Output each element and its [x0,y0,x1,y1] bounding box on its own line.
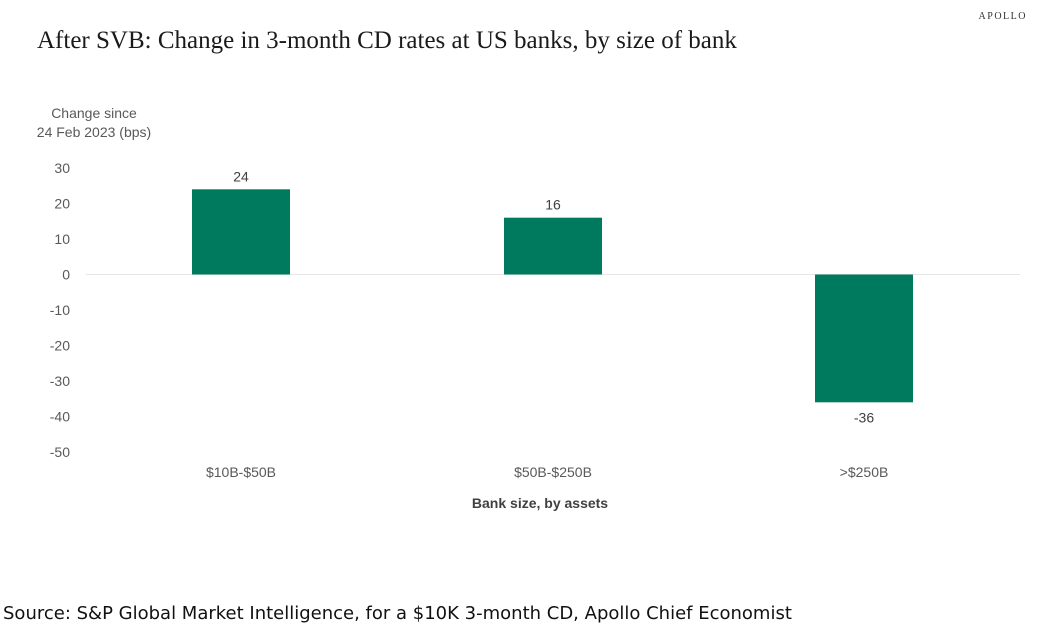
y-tick-label: -40 [50,409,70,425]
bar-1 [192,189,290,275]
data-label-3: -36 [854,409,874,425]
brand-logo: APOLLO [978,11,1027,22]
y-tick-label: 10 [54,231,70,247]
y-tick-label: 30 [54,160,70,176]
y-tick-label: -30 [50,373,70,389]
data-label-1: 24 [233,168,249,184]
data-labels-group: 24 16 -36 [233,168,874,425]
x-tick-label-3: >$250B [840,464,889,480]
y-tick-label: -50 [50,444,70,460]
bar-chart: Change since 24 Feb 2023 (bps) 30 20 10 0 -1… [37,105,1020,511]
x-tick-label-2: $50B-$250B [514,464,592,480]
x-axis-ticks: $10B-$50B $50B-$250B >$250B [206,464,888,480]
x-axis-label: Bank size, by assets [472,495,608,511]
y-axis-label-line1: Change since [51,105,137,121]
chart-title: After SVB: Change in 3-month CD rates at… [37,27,737,54]
bars-group [192,189,913,403]
y-axis-label-line2: 24 Feb 2023 (bps) [37,124,151,140]
y-tick-label: -20 [50,338,70,354]
source-note: Source: S&P Global Market Intelligence, … [3,603,792,624]
y-axis-ticks: 30 20 10 0 -10 -20 -30 -40 -50 [50,160,70,460]
bar-3 [815,274,913,403]
y-tick-label: -10 [50,302,70,318]
x-tick-label-1: $10B-$50B [206,464,276,480]
y-tick-label: 20 [54,196,70,212]
data-label-2: 16 [545,197,561,213]
y-tick-label: 0 [62,267,70,283]
bar-2 [504,217,602,275]
